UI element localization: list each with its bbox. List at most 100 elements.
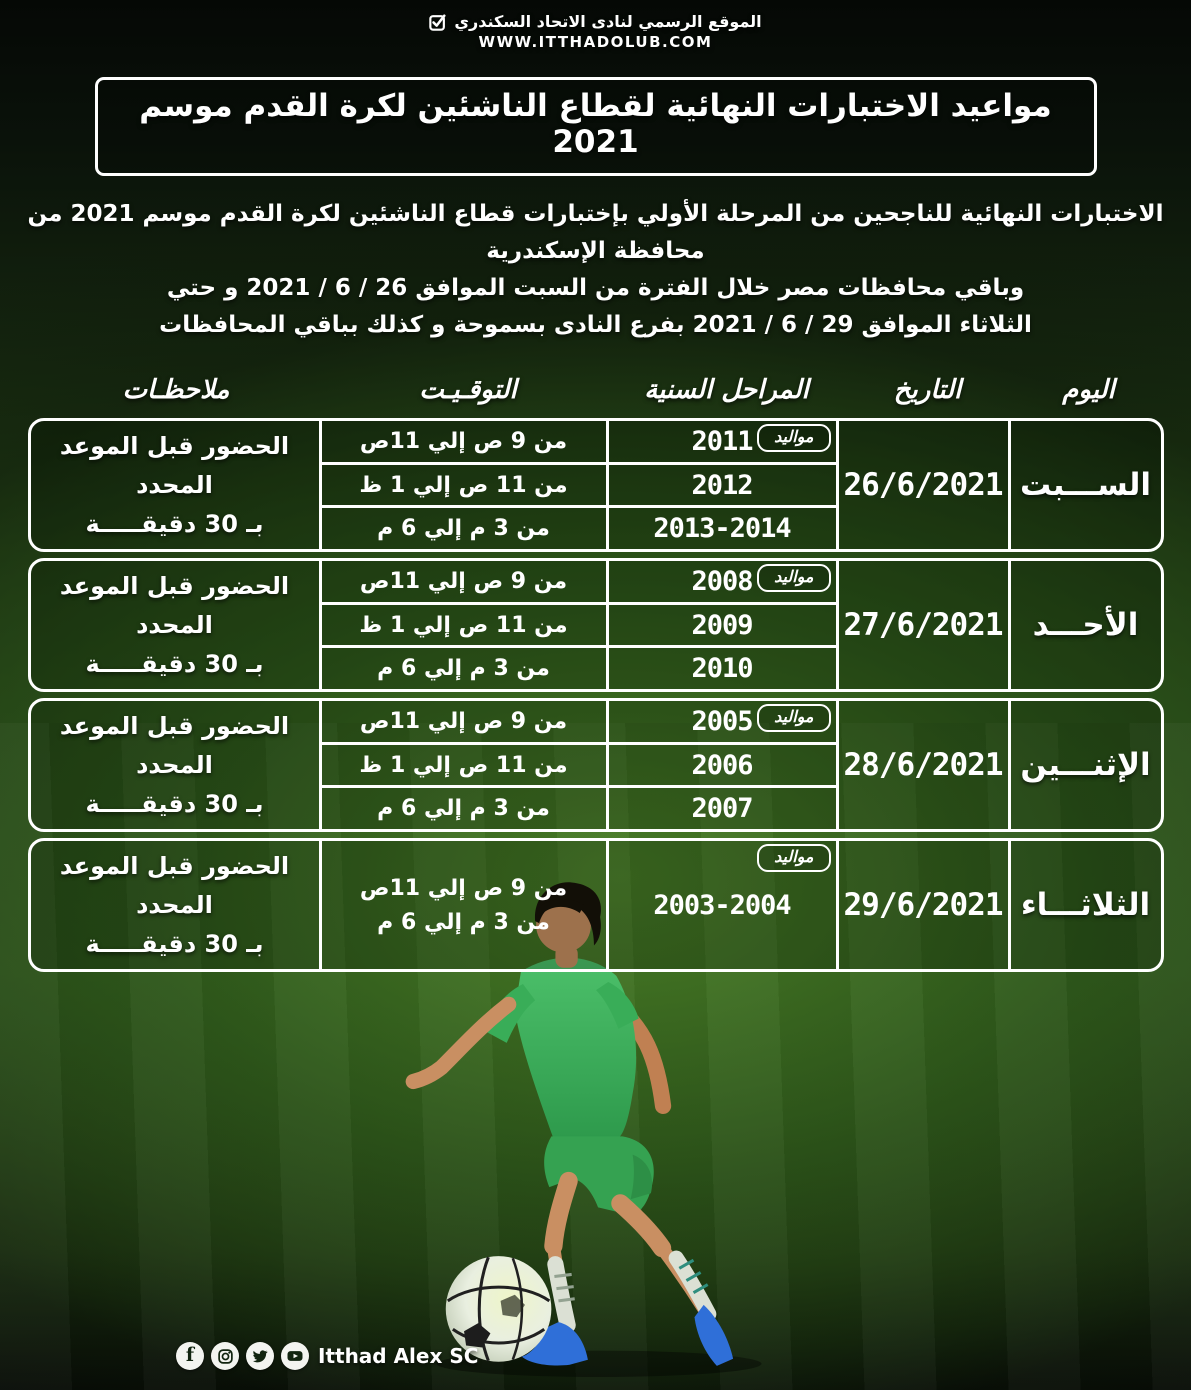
time-subcell: من 3 م إلي 6 م xyxy=(321,505,606,549)
birth-badge: مواليد xyxy=(757,704,831,732)
stages-cell: مواليد 2008 2009 2010 xyxy=(608,561,839,689)
table-row-tuesday: الثلاثـــاء 29/6/2021 مواليد 2003-2004 م… xyxy=(27,838,1164,972)
time-value: من 9 ص إلي 11ص xyxy=(359,428,568,454)
date-cell: 26/6/2021 xyxy=(839,421,1011,549)
times-cell: من 9 ص إلي 11ص من 11 ص إلي 1 ظ من 3 م إل… xyxy=(321,701,609,829)
time-subcell: من 11 ص إلي 1 ظ xyxy=(321,741,606,786)
notes-cell: الحضور قبل الموعد المحدد بـ 30 دقيقـــــ… xyxy=(31,421,322,549)
time-value: من 9 ص إلي 11ص xyxy=(359,568,568,594)
notes-line-2: بـ 30 دقيقـــــة xyxy=(85,789,264,818)
schedule-table: اليوم التاريخ المراحل السنية التوقـيـت م… xyxy=(27,368,1164,972)
time-subcell: من 9 ص إلي 11ص xyxy=(322,561,606,602)
date-value: 26/6/2021 xyxy=(843,467,1004,503)
stage-subcell: 2012 xyxy=(608,461,836,506)
birth-badge: مواليد xyxy=(757,564,831,592)
notes-cell: الحضور قبل الموعد المحدد بـ 30 دقيقـــــ… xyxy=(31,841,322,969)
stage-subcell: 2010 xyxy=(608,645,836,689)
stage-value: 2008 xyxy=(691,565,753,597)
intro-line-2: وباقي محافظات مصر خلال الفترة من السبت ا… xyxy=(166,275,1025,301)
times-cell: من 9 ص إلي 11ص من 11 ص إلي 1 ظ من 3 م إل… xyxy=(321,421,609,549)
header-day: اليوم xyxy=(1062,375,1115,405)
birth-badge: مواليد xyxy=(757,424,831,452)
date-cell: 27/6/2021 xyxy=(839,561,1011,689)
stage-value: 2013-2014 xyxy=(653,513,791,545)
stages-cell: مواليد 2005 2006 2007 xyxy=(608,701,839,829)
time-value: من 11 ص إلي 1 ظ xyxy=(359,612,568,638)
stages-cell: مواليد 2011 2012 2013-2014 xyxy=(608,421,839,549)
notes-cell: الحضور قبل الموعد المحدد بـ 30 دقيقـــــ… xyxy=(31,561,322,689)
stage-subcell: مواليد 2008 xyxy=(609,561,836,602)
stage-subcell: 2006 xyxy=(608,741,836,786)
header-date: التاريخ xyxy=(893,375,962,405)
table-header-row: اليوم التاريخ المراحل السنية التوقـيـت م… xyxy=(28,368,1164,412)
facebook-icon: f xyxy=(176,1342,204,1370)
birth-badge: مواليد xyxy=(757,844,831,872)
time-value: من 9 ص إلي 11ص xyxy=(359,875,568,901)
time-subcell: من 3 م إلي 6 م xyxy=(321,645,606,689)
table-row-monday: الإثنـــين 28/6/2021 مواليد 2005 2006 20… xyxy=(27,698,1164,832)
notes-line-1: الحضور قبل الموعد المحدد xyxy=(59,851,290,919)
time-subcell: من 9 ص إلي 11ص xyxy=(322,421,606,462)
stage-subcell: 2013-2014 xyxy=(608,505,836,549)
brand-site-url: WWW.ITTHADOLUB.COM xyxy=(478,33,713,51)
time-value: من 3 م إلي 6 م xyxy=(377,516,550,542)
notes-line-1: الحضور قبل الموعد المحدد xyxy=(59,431,290,499)
stage-value: 2006 xyxy=(691,749,753,781)
day-cell: الإثنـــين xyxy=(1020,747,1151,783)
time-subcell: من 11 ص إلي 1 ظ xyxy=(321,601,606,646)
time-subcell: من 3 م إلي 6 م xyxy=(321,785,606,829)
stage-subcell: مواليد 2005 xyxy=(609,701,836,742)
intro-line-1: الاختبارات النهائية للناجحين من المرحلة … xyxy=(27,201,1164,264)
time-value: من 11 ص إلي 1 ظ xyxy=(359,472,568,498)
brand-site-label: الموقع الرسمي لنادى الاتحاد السكندري xyxy=(454,12,762,31)
instagram-icon xyxy=(211,1342,239,1370)
stages-cell: مواليد 2003-2004 xyxy=(609,841,839,969)
checkbox-logo-icon xyxy=(429,13,447,31)
footer-social-bar: f Itthad Alex SC xyxy=(176,1342,481,1370)
time-value: من 3 م إلي 6 م xyxy=(377,909,550,935)
brand-band: الموقع الرسمي لنادى الاتحاد السكندري WWW… xyxy=(0,0,1191,51)
time-value: من 9 ص إلي 11ص xyxy=(359,708,568,734)
stage-value: 2007 xyxy=(691,793,753,825)
notes-line-2: بـ 30 دقيقـــــة xyxy=(85,649,264,678)
time-value: من 11 ص إلي 1 ظ xyxy=(359,752,568,778)
times-cell: من 9 ص إلي 11ص من 3 م إلي 6 م xyxy=(322,841,609,969)
table-row-sunday: الأحـــد 27/6/2021 مواليد 2008 2009 2010… xyxy=(27,558,1164,692)
stage-value: 2005 xyxy=(691,705,753,737)
page-title: مواعيد الاختبارات النهائية لقطاع الناشئي… xyxy=(139,88,1052,160)
stage-value: 2012 xyxy=(691,469,753,501)
stage-value: 2009 xyxy=(691,609,753,641)
intro-paragraph: الاختبارات النهائية للناجحين من المرحلة … xyxy=(21,196,1171,344)
stage-subcell: 2007 xyxy=(608,785,836,829)
day-cell: الأحـــد xyxy=(1032,607,1139,643)
day-cell: الثلاثـــاء xyxy=(1020,887,1151,923)
date-value: 29/6/2021 xyxy=(843,887,1004,923)
stage-value: 2003-2004 xyxy=(653,889,791,921)
header-time: التوقـيـت xyxy=(419,375,517,405)
notes-line-1: الحضور قبل الموعد المحدد xyxy=(59,571,290,639)
time-subcell: من 9 ص إلي 11ص xyxy=(322,701,606,742)
date-cell: 28/6/2021 xyxy=(839,701,1011,829)
times-cell: من 9 ص إلي 11ص من 11 ص إلي 1 ظ من 3 م إل… xyxy=(321,561,609,689)
footer-club-name: Itthad Alex SC xyxy=(318,1344,479,1368)
date-value: 28/6/2021 xyxy=(843,747,1004,783)
table-row-saturday: الســـبت 26/6/2021 مواليد 2011 2012 2013… xyxy=(27,418,1164,552)
header-stages: المراحل السنية xyxy=(644,375,809,405)
notes-line-1: الحضور قبل الموعد المحدد xyxy=(59,711,290,779)
time-subcell: من 11 ص إلي 1 ظ xyxy=(321,461,606,506)
twitter-icon xyxy=(246,1342,274,1370)
player-photo xyxy=(398,850,790,1378)
stage-subcell: مواليد 2011 xyxy=(609,421,836,462)
time-value: من 3 م إلي 6 م xyxy=(377,796,550,822)
stage-value: 2011 xyxy=(691,425,753,457)
time-value: من 3 م إلي 6 م xyxy=(377,656,550,682)
date-cell: 29/6/2021 xyxy=(839,841,1011,969)
notes-line-2: بـ 30 دقيقـــــة xyxy=(85,509,264,538)
youtube-icon xyxy=(281,1342,309,1370)
notes-cell: الحضور قبل الموعد المحدد بـ 30 دقيقـــــ… xyxy=(31,701,322,829)
stage-subcell: 2009 xyxy=(608,601,836,646)
title-box: مواعيد الاختبارات النهائية لقطاع الناشئي… xyxy=(94,77,1097,176)
stage-value: 2010 xyxy=(691,653,753,685)
date-value: 27/6/2021 xyxy=(843,607,1004,643)
